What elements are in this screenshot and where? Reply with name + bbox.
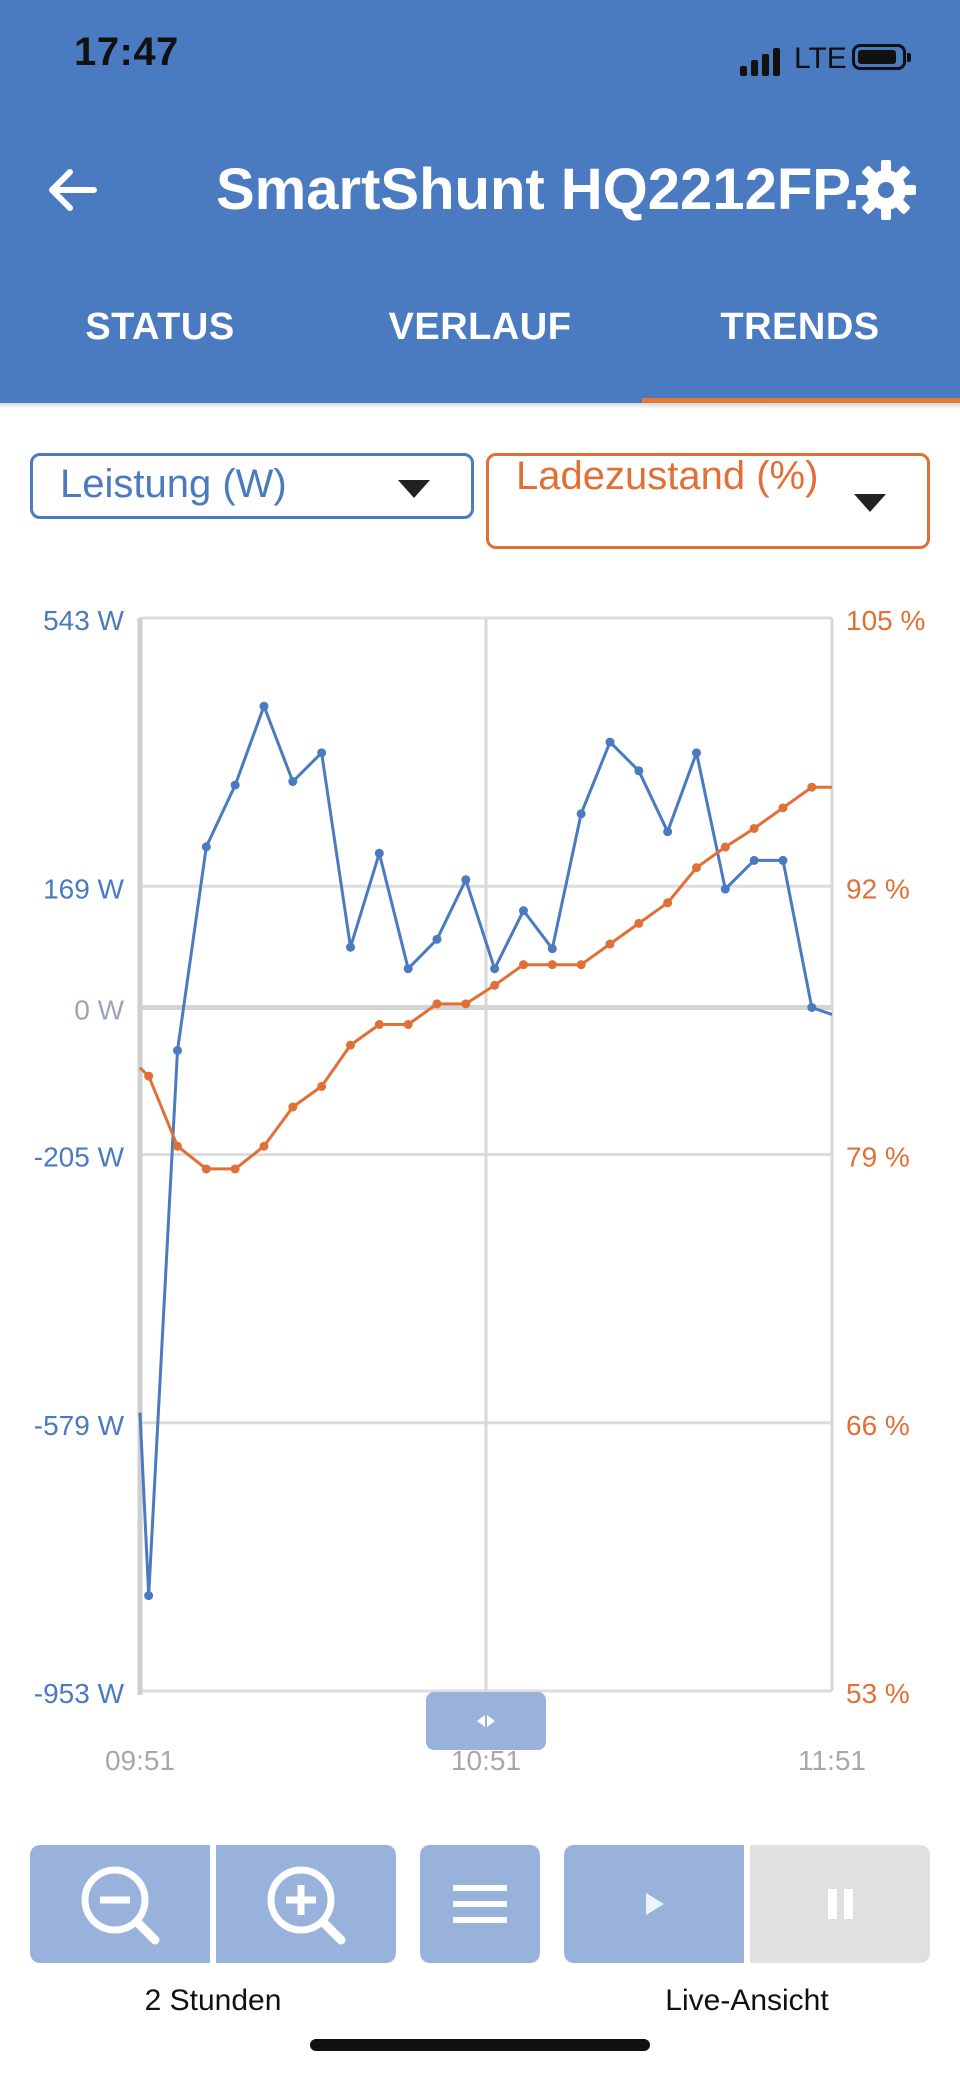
x-tick-label: 09:51	[105, 1745, 175, 1776]
power-data-point	[317, 748, 327, 758]
power-data-point	[230, 780, 240, 790]
right-axis-selector-label: Ladezustand (%)	[516, 454, 819, 498]
soc-data-point	[172, 1141, 182, 1151]
soc-data-point	[201, 1164, 211, 1174]
power-data-point	[490, 964, 500, 974]
soc-data-point	[720, 842, 730, 852]
soc-data-point	[490, 980, 500, 990]
soc-data-point	[144, 1071, 154, 1081]
zoom-range-label: 2 Stunden	[144, 1984, 282, 2017]
power-data-point	[807, 1002, 817, 1012]
y-left-tick-label: 543 W	[43, 605, 124, 636]
power-data-point	[345, 942, 355, 952]
power-data-point	[432, 934, 442, 944]
soc-data-point	[461, 999, 471, 1009]
live-view-label: Live-Ansicht	[665, 1984, 829, 2017]
y-left-tick-label: -953 W	[34, 1678, 125, 1709]
power-data-point	[634, 766, 644, 776]
menu-button[interactable]	[420, 1845, 540, 1963]
chevrons-left-right-icon	[477, 1715, 495, 1727]
tab-trends[interactable]: TRENDS	[720, 306, 880, 348]
power-data-point	[518, 906, 528, 916]
soc-series-line	[138, 785, 832, 1171]
soc-data-point	[403, 1020, 413, 1030]
soc-data-point	[807, 782, 817, 792]
chart-scrub-handle[interactable]	[426, 1692, 546, 1750]
tab-verlauf[interactable]: VERLAUF	[388, 306, 572, 348]
power-data-point	[201, 842, 211, 852]
power-series-line	[138, 704, 833, 1598]
zoom-out-icon	[81, 1866, 160, 1945]
soc-data-point	[374, 1020, 384, 1030]
soc-data-point	[345, 1040, 355, 1050]
y-right-tick-label: 105 %	[846, 605, 925, 636]
y-right-tick-label: 66 %	[846, 1410, 910, 1441]
left-axis-selector[interactable]	[30, 453, 474, 519]
power-data-point	[547, 944, 557, 954]
power-data-point	[778, 855, 788, 865]
pause-icon	[828, 1889, 853, 1919]
play-icon	[646, 1893, 664, 1915]
x-tick-label: 10:51	[451, 1745, 521, 1776]
app-header	[0, 0, 960, 403]
power-data-point	[172, 1045, 182, 1055]
left-axis-selector-label: Leistung (W)	[60, 462, 287, 506]
menu-icon	[453, 1885, 507, 1923]
trend-chart[interactable]: 543 W 169 W 0 W -205 W -579 W -953 W 105 % 92 %…	[0, 580, 960, 1810]
power-data-point	[663, 827, 673, 837]
soc-data-point	[432, 999, 442, 1009]
battery-icon	[852, 44, 911, 70]
header-shadow	[0, 403, 960, 409]
y-left-tick-label: -579 W	[34, 1410, 125, 1441]
y-right-tick-label: 53 %	[846, 1678, 910, 1709]
network-type: LTE	[794, 42, 847, 75]
power-data-point	[720, 884, 730, 894]
home-indicator	[310, 2039, 650, 2051]
y-left-tick-label: -205 W	[34, 1142, 125, 1173]
power-data-point	[576, 809, 586, 819]
power-data-point	[605, 737, 615, 747]
status-time: 17:47	[74, 30, 179, 74]
soc-data-point	[778, 803, 788, 813]
soc-data-point	[518, 960, 528, 970]
soc-data-point	[547, 960, 557, 970]
power-data-point	[403, 964, 413, 974]
power-data-point	[374, 848, 384, 858]
soc-data-point	[663, 898, 673, 908]
power-data-point	[259, 701, 269, 711]
soc-data-point	[230, 1164, 240, 1174]
power-data-point	[749, 855, 759, 865]
zoom-in-button[interactable]	[216, 1845, 396, 1963]
y-left-tick-label: 169 W	[43, 873, 124, 904]
x-tick-label: 11:51	[798, 1745, 866, 1776]
right-axis-selector[interactable]	[486, 453, 930, 549]
play-button[interactable]	[564, 1845, 744, 1963]
y-left-tick-label: 0 W	[74, 994, 124, 1025]
gear-icon[interactable]	[854, 158, 918, 222]
power-data-point	[691, 748, 701, 758]
y-right-tick-label: 92 %	[846, 873, 910, 904]
power-data-point	[144, 1591, 154, 1601]
power-data-point	[288, 777, 298, 787]
soc-data-point	[317, 1081, 327, 1091]
pause-button[interactable]	[750, 1845, 930, 1963]
page-title: SmartShunt HQ2212FP...	[216, 157, 856, 222]
power-data-point	[461, 875, 471, 885]
soc-data-point	[576, 960, 586, 970]
y-right-tick-label: 79 %	[846, 1142, 910, 1173]
chevron-down-icon	[398, 480, 430, 498]
soc-data-point	[288, 1102, 298, 1112]
active-tab-indicator	[642, 398, 960, 404]
soc-data-point	[691, 863, 701, 873]
zoom-out-button[interactable]	[30, 1845, 210, 1963]
zoom-in-icon	[267, 1866, 346, 1945]
soc-data-point	[605, 939, 615, 949]
soc-data-point	[259, 1141, 269, 1151]
chevron-down-icon	[854, 494, 886, 512]
arrow-left-icon[interactable]	[42, 160, 102, 220]
signal-bars-icon	[740, 48, 780, 76]
soc-data-point	[634, 918, 644, 928]
tab-status[interactable]: STATUS	[85, 306, 235, 348]
soc-data-point	[749, 823, 759, 833]
